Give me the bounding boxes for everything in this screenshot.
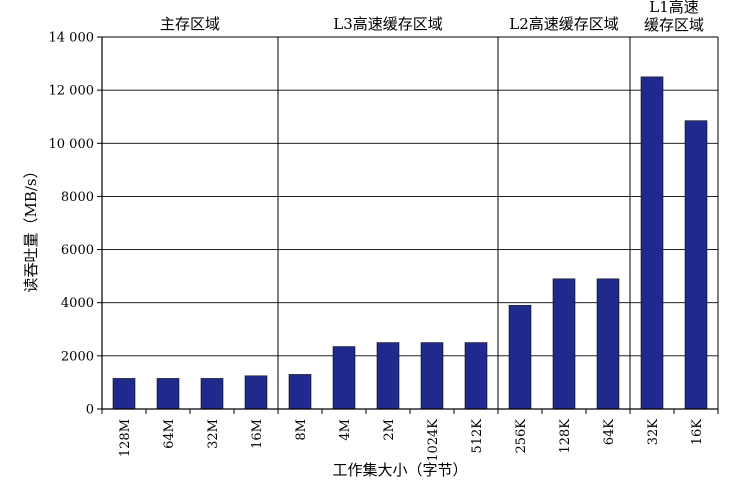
- y-tick-labels: 0 2000 4000 6000 8000 10 000 12 000 14 000: [49, 31, 95, 418]
- y-tick-label: 4000: [61, 296, 94, 311]
- bar-1024K: [420, 342, 444, 410]
- y-tick-label: 2000: [61, 349, 94, 364]
- x-tick-label-512K: 512K: [470, 419, 485, 454]
- bar-128K: [552, 278, 576, 410]
- bar-32K: [640, 76, 664, 410]
- bar-64K: [596, 278, 620, 410]
- bar-128M: [112, 378, 136, 410]
- region-label-line: 缓存区域: [644, 16, 704, 34]
- y-tick-label: 12 000: [49, 84, 95, 99]
- bar-2M: [376, 342, 400, 410]
- x-tick-label-128K: 128K: [558, 419, 573, 454]
- bar-256K: [508, 305, 532, 410]
- bar-16M: [244, 375, 268, 410]
- y-tick-label: 14 000: [49, 31, 95, 46]
- bars: [112, 76, 708, 410]
- bar-4M: [332, 346, 356, 410]
- region-dividers: [277, 37, 631, 409]
- x-tick-label-16K: 16K: [690, 419, 705, 446]
- region-label-line: L1高速: [649, 0, 699, 16]
- bar-64M: [156, 378, 180, 410]
- x-tick-label-32K: 32K: [646, 419, 661, 446]
- bar-16K: [684, 120, 708, 410]
- x-tick-label-64M: 64M: [162, 419, 177, 449]
- x-tick-labels: 128M 64M 32M 16M 8M 4M 2M 1024K 512K 256K 128K 64K 3…: [118, 419, 705, 462]
- y-axis-title: 读吞吐量（MB/s）: [22, 163, 40, 292]
- bar-8M: [288, 374, 312, 410]
- x-tick-label-256K: 256K: [514, 419, 529, 454]
- x-tick-label-4M: 4M: [338, 419, 353, 441]
- region-label: 主存区域: [160, 15, 220, 33]
- y-tick-label: 0: [86, 403, 94, 418]
- bar-512K: [464, 342, 488, 410]
- x-tick-label-2M: 2M: [382, 419, 397, 441]
- x-tick-label-64K: 64K: [602, 419, 617, 446]
- x-tick-label-8M: 8M: [294, 419, 309, 441]
- region-label: L3高速缓存区域: [333, 15, 443, 33]
- x-axis-title: 工作集大小（字节）: [332, 461, 467, 479]
- axes: [97, 36, 719, 414]
- bar-32M: [200, 378, 224, 410]
- y-tick-label: 6000: [61, 243, 94, 258]
- grid-lines: [102, 36, 718, 357]
- y-tick-label: 8000: [61, 190, 94, 205]
- x-tick-label-32M: 32M: [206, 419, 221, 449]
- x-tick-label-1024K: 1024K: [426, 419, 441, 462]
- x-tick-label-16M: 16M: [250, 419, 265, 449]
- x-tick-label-128M: 128M: [118, 419, 133, 457]
- y-tick-label: 10 000: [49, 137, 95, 152]
- region-label: L2高速缓存区域: [509, 15, 619, 33]
